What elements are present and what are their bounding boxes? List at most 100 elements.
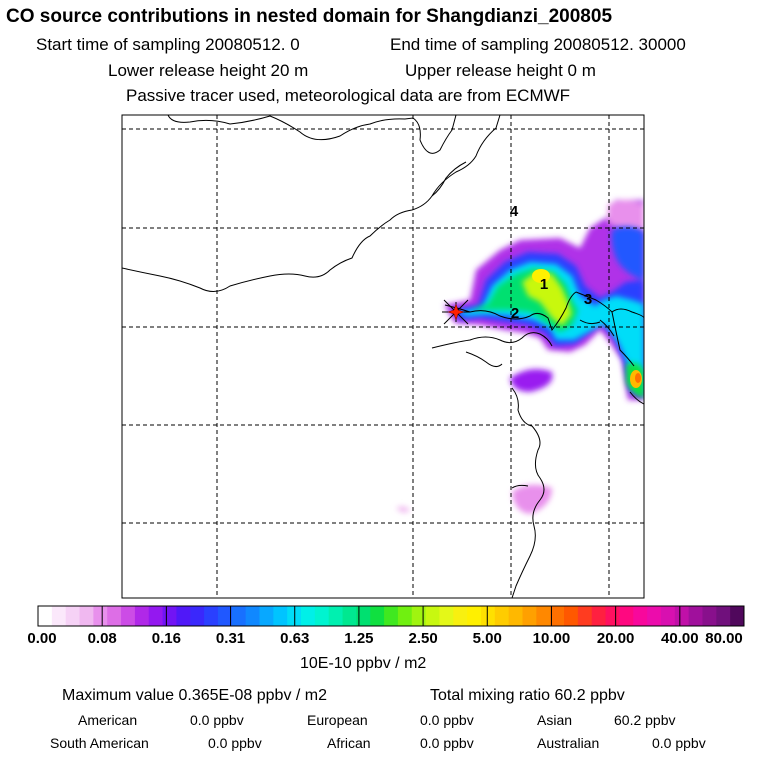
colorbar-cell (564, 606, 579, 626)
total-mixing-ratio: Total mixing ratio 60.2 ppbv (430, 687, 625, 704)
colorbar-tick-label: 0.08 (87, 630, 117, 647)
colorbar-cell (716, 606, 731, 626)
region-american-name: American (78, 712, 138, 728)
colorbar-tick-label: 0.63 (280, 630, 310, 647)
region-australian-name: Australian (537, 735, 600, 751)
colorbar-cell (647, 606, 662, 626)
region-european-name: European (307, 712, 368, 728)
colorbar-cell (190, 606, 205, 626)
region-southamerican-value: 0.0 ppbv (208, 735, 262, 751)
colorbar-units: 10E-10 ppbv / m2 (300, 655, 427, 672)
colorbar-cell (356, 606, 371, 626)
colorbar-cell (273, 606, 288, 626)
colorbar-cell (259, 606, 274, 626)
lower-release-height: Lower release height 20 m (108, 61, 309, 80)
colorbar-dividers (101, 606, 681, 626)
map-grid (122, 115, 644, 598)
colorbar-cell (93, 606, 108, 626)
colorbar-tick-label: 10.00 (532, 630, 571, 647)
colorbar-tick-label: 20.00 (596, 630, 635, 647)
region-european-value: 0.0 ppbv (420, 712, 474, 728)
colorbar-cell (107, 606, 122, 626)
colorbar-tick-label: 2.50 (408, 630, 438, 647)
colorbar-cell (65, 606, 81, 626)
marker-1: 1 (540, 276, 548, 293)
colorbar-cell (51, 606, 67, 626)
colorbar-cell (79, 606, 94, 626)
region-african-value: 0.0 ppbv (420, 735, 474, 751)
region-asian-value: 60.2 ppbv (614, 712, 676, 728)
colorbar-cell (619, 606, 634, 626)
region-asian-name: Asian (537, 712, 573, 728)
colorbar-frame (37, 605, 745, 627)
colorbar-cell (591, 606, 607, 626)
plume-blue-east (611, 226, 644, 280)
colorbar-cell (231, 606, 247, 626)
marker-4: 4 (510, 203, 519, 220)
upper-release-height: Upper release height 0 m (405, 61, 596, 80)
colorbar-tick-label: 1.25 (344, 630, 374, 647)
colorbar-cell (301, 606, 316, 626)
colorbar-cell (384, 606, 399, 626)
plume-faint-patch (396, 506, 410, 513)
colorbar-cell (674, 606, 690, 626)
colorbar-cell (176, 606, 191, 626)
region-australian-value: 0.0 ppbv (652, 735, 706, 751)
plume-light-patch (512, 484, 552, 514)
colorbar-cell (730, 606, 745, 626)
coastlines (122, 115, 644, 598)
colorbar-tick-label: 5.00 (472, 630, 502, 647)
colorbar-cell (522, 606, 537, 626)
colorbar-cell (425, 606, 440, 626)
marker-2: 2 (511, 305, 519, 322)
colorbar-cell (204, 606, 219, 626)
concentration-field (396, 200, 644, 514)
plume-yellowgreen (522, 272, 572, 326)
colorbar-cell (314, 606, 330, 626)
colorbar-cell (411, 606, 427, 626)
colorbar-cell (370, 606, 385, 626)
colorbar-tick-label: 40.00 (661, 630, 699, 647)
hotspot-orange-core (635, 373, 641, 383)
colorbar-tick-label: 0.31 (215, 630, 246, 647)
plume-lavender (608, 200, 644, 231)
marker-3: 3 (584, 291, 592, 308)
colorbar-cell (633, 606, 648, 626)
page-title: CO source contributions in nested domain… (6, 6, 613, 27)
colorbar-cell (660, 606, 676, 626)
colorbar-cell (536, 606, 551, 626)
colorbar-cell (702, 606, 717, 626)
star-cross-icon (442, 299, 470, 325)
max-value: Maximum value 0.365E-08 ppbv / m2 (62, 687, 328, 704)
colorbar-cell (148, 606, 164, 626)
colorbar-tick-label: 0.16 (151, 630, 181, 647)
colorbar-cell (550, 606, 565, 626)
colorbar-cell (134, 606, 150, 626)
colorbar-tick-label: 80.00 (705, 630, 743, 647)
region-african-name: African (327, 735, 371, 751)
colorbar-cell (245, 606, 260, 626)
colorbar-cells (38, 606, 745, 626)
colorbar-cell (605, 606, 620, 626)
colorbar-cell (162, 606, 177, 626)
region-southamerican-name: South American (50, 735, 149, 751)
colorbar-cell (480, 606, 496, 626)
colorbar-cell (342, 606, 357, 626)
colorbar-cell (577, 606, 593, 626)
map-frame (121, 114, 645, 599)
colorbar-cell (397, 606, 413, 626)
colorbar-cell (217, 606, 233, 626)
colorbar-cell (453, 606, 468, 626)
colorbar-cell (439, 606, 454, 626)
tracer-note: Passive tracer used, meteorological data… (126, 86, 571, 105)
colorbar-cell (467, 606, 482, 626)
colorbar-cell (121, 606, 136, 626)
colorbar-cell (38, 606, 53, 626)
colorbar-cell (494, 606, 510, 626)
start-time: Start time of sampling 20080512. 0 (36, 35, 300, 54)
end-time: End time of sampling 20080512. 30000 (390, 35, 686, 54)
colorbar-cell (508, 606, 524, 626)
hotspot-yellow (532, 269, 550, 283)
